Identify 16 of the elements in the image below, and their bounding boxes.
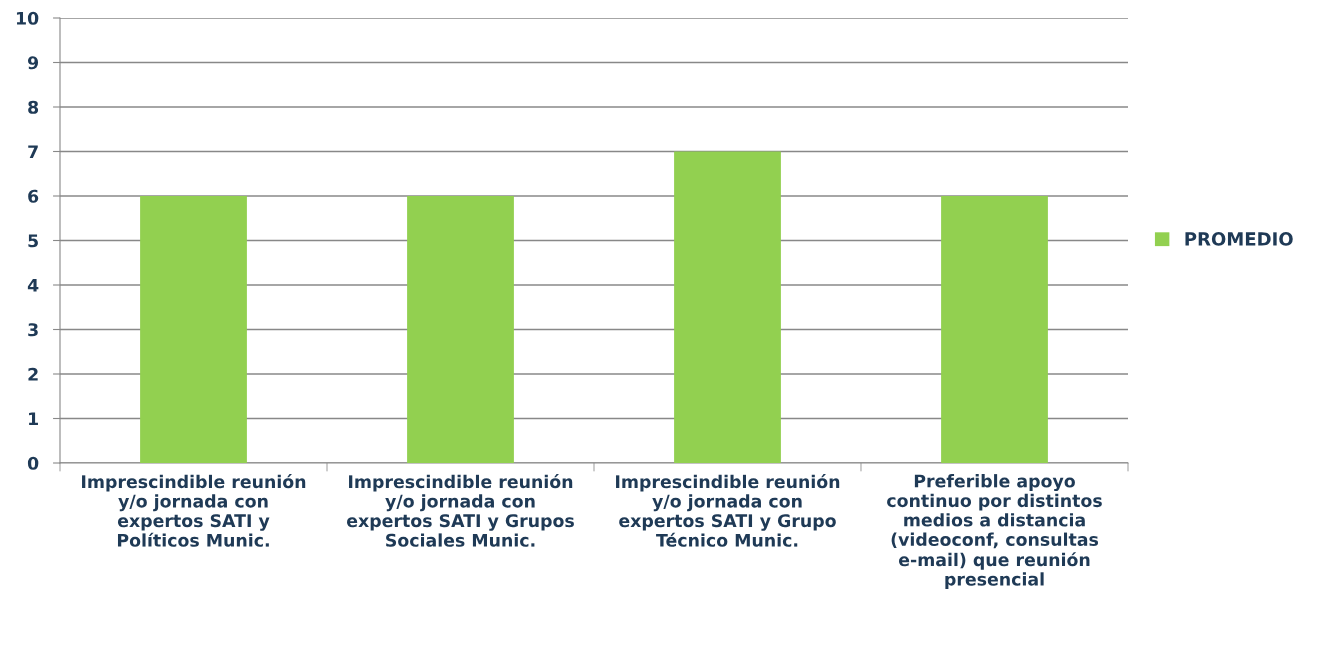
y-tick-label: 0 xyxy=(27,456,39,470)
x-tick-label: Imprescindible reunión y/o jornada con expertos SATI y Políticos Munic. xyxy=(82,474,306,547)
x-tick-label: Imprescindible reunión y/o jornada con expertos SATI y Grupo Técnico Munic. xyxy=(616,474,840,547)
x-tick-label: Preferible apoyo continuo por distintos medios a distancia (videoconf, consultas e-mail) que reunión presencial xyxy=(887,474,1102,590)
y-tick-label: 9 xyxy=(27,56,39,70)
y-tick-label: 5 xyxy=(28,234,38,248)
legend-label: PROMEDIO xyxy=(1185,232,1293,246)
x-tick-label: Imprescindible reunión y/o jornada con expertos SATI y Grupos Sociales Munic. xyxy=(347,474,574,547)
y-tick-label: 8 xyxy=(28,100,39,114)
y-tick-label: 3 xyxy=(28,323,38,337)
y-tick-label: 10 xyxy=(16,11,39,25)
y-tick-label: 1 xyxy=(29,412,38,426)
y-tick-label: 7 xyxy=(28,145,38,159)
y-tick-label: 6 xyxy=(28,189,39,203)
y-tick-label: 2 xyxy=(28,367,38,381)
y-tick-label: 4 xyxy=(27,278,39,292)
